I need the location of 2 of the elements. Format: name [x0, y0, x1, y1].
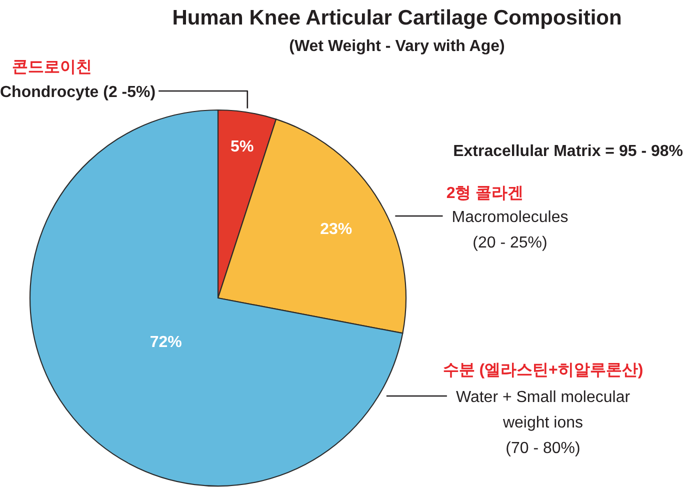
subtitle: (Wet Weight - Vary with Age): [289, 38, 505, 55]
title: Human Knee Articular Cartilage Composition: [172, 6, 622, 30]
